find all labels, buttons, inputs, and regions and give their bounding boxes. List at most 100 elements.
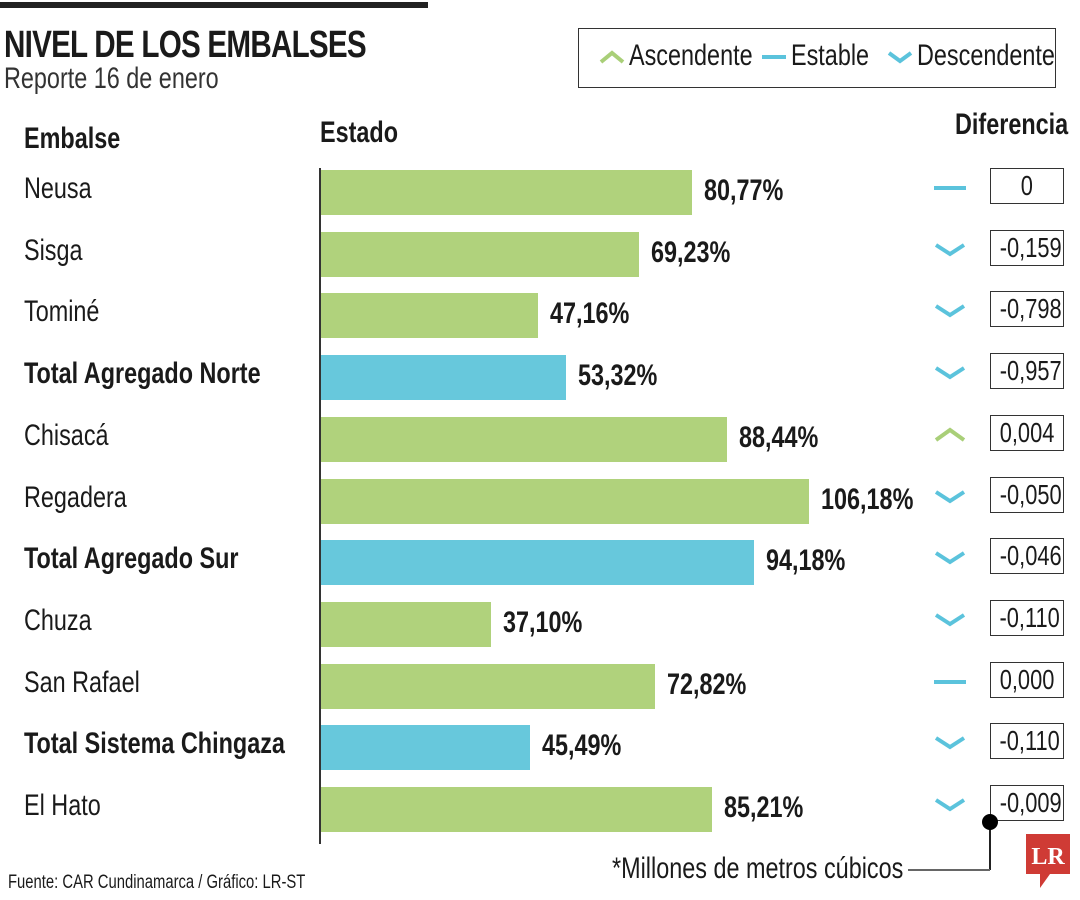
category-text: Chisacá [24, 418, 109, 452]
category-label: Total Agregado Sur [24, 542, 299, 576]
category-text: Tominé [24, 295, 100, 329]
difference-box: -0,798 [990, 291, 1064, 328]
bar [321, 293, 538, 339]
category-text: El Hato [24, 789, 101, 822]
legend-ascendente: Ascendente [629, 39, 787, 73]
bar [321, 725, 530, 771]
dash-icon [934, 186, 966, 190]
value-text: 94,18% [765, 544, 845, 578]
source-text: Fuente: CAR Cundinamarca / Gráfico: LR-S… [8, 872, 306, 893]
value-label: 47,16% [550, 297, 652, 331]
chevron-down-icon [934, 736, 966, 750]
legend-descendente: Descendente [917, 39, 1080, 73]
bar [321, 355, 566, 401]
chevron-down-icon [887, 51, 913, 64]
value-label: 53,32% [578, 359, 680, 393]
value-text: 85,21% [724, 791, 804, 824]
difference-text: -0,110 [999, 725, 1060, 757]
chevron-down-icon [934, 798, 966, 812]
chart-title: NIVEL DE LOS EMBALSES [4, 24, 468, 67]
difference-text: 0,000 [999, 663, 1055, 695]
chevron-down-icon [934, 304, 966, 318]
chevron-up-icon [934, 427, 966, 442]
bar [321, 540, 754, 586]
subtitle-text: Reporte 16 de enero [4, 62, 219, 95]
chart-subtitle: Reporte 16 de enero [4, 62, 279, 96]
value-text: 106,18% [820, 482, 914, 516]
value-text: 80,77% [703, 174, 784, 207]
category-text: Total Agregado Norte [24, 357, 261, 391]
value-text: 45,49% [541, 729, 622, 763]
lr-logo: LR [1026, 834, 1070, 888]
units-note: *Millones de metros cúbicos [612, 852, 986, 886]
difference-box: -0,159 [990, 229, 1064, 266]
legend-label: Descendente [917, 39, 1055, 72]
difference-text: -0,110 [999, 601, 1060, 633]
category-label: Sisga [24, 234, 99, 268]
legend-estable: Estable [791, 39, 891, 73]
dash-icon [934, 679, 966, 684]
difference-box: -0,009 [990, 785, 1064, 821]
y-axis-line [319, 168, 321, 844]
value-text: 69,23% [650, 235, 731, 269]
category-label: Chuza [24, 604, 111, 638]
difference-text: -0,798 [999, 293, 1062, 325]
legend-label: Estable [791, 39, 870, 72]
category-text: Total Sistema Chingaza [24, 727, 285, 761]
difference-text: -0,009 [999, 787, 1062, 818]
header-estado: Estado [320, 116, 420, 150]
header-text: Estado [320, 116, 399, 149]
category-text: Neusa [24, 172, 92, 205]
source-credit: Fuente: CAR Cundinamarca / Gráfico: LR-S… [8, 872, 389, 894]
value-label: 72,82% [667, 668, 769, 702]
header-embalse: Embalse [24, 122, 147, 156]
bar [321, 601, 492, 647]
bar [321, 787, 713, 832]
difference-text: -0,046 [999, 540, 1062, 572]
value-label: 45,49% [542, 729, 644, 763]
category-text: San Rafael [24, 665, 140, 699]
value-text: 53,32% [577, 359, 658, 393]
bar [321, 416, 728, 462]
legend-label: Ascendente [629, 39, 753, 72]
category-label: Chisacá [24, 419, 132, 453]
category-label: Total Sistema Chingaza [24, 727, 359, 761]
category-label: Tominé [24, 295, 121, 329]
chevron-down-icon [934, 366, 966, 380]
header-diferencia: Diferencia [955, 108, 1080, 142]
svg-text:LR: LR [1031, 844, 1065, 870]
top-rule [0, 2, 428, 8]
difference-box: -0,110 [990, 599, 1064, 636]
value-text: 37,10% [503, 605, 583, 639]
difference-box: 0,004 [990, 414, 1064, 451]
bar [321, 231, 639, 277]
legend: Ascendente Estable Descendente [578, 28, 1056, 88]
bar [321, 170, 692, 215]
difference-text: -0,050 [999, 478, 1062, 510]
category-label: Neusa [24, 172, 111, 206]
category-label: Regadera [24, 481, 156, 515]
bar [321, 663, 656, 709]
difference-text: 0 [1020, 170, 1034, 201]
title-text: NIVEL DE LOS EMBALSES [4, 24, 367, 66]
value-text: 72,82% [667, 667, 747, 701]
value-label: 80,77% [704, 174, 806, 208]
difference-box: 0,000 [990, 661, 1064, 698]
difference-text: -0,957 [999, 355, 1062, 387]
category-label: Total Agregado Norte [24, 357, 327, 391]
chevron-down-icon [934, 489, 966, 503]
category-text: Total Agregado Sur [24, 542, 239, 576]
category-text: Regadera [24, 480, 127, 514]
category-text: Chuza [24, 603, 92, 637]
dash-icon [762, 55, 786, 59]
category-label: El Hato [24, 789, 122, 823]
value-label: 69,23% [651, 236, 753, 270]
difference-box: 0 [990, 168, 1064, 204]
value-label: 94,18% [766, 544, 868, 578]
chevron-down-icon [934, 613, 966, 627]
header-text: Diferencia [955, 108, 1069, 141]
difference-text: 0,004 [999, 416, 1055, 448]
value-text: 47,16% [549, 297, 629, 331]
header-text: Embalse [24, 122, 121, 155]
bar [321, 478, 809, 524]
